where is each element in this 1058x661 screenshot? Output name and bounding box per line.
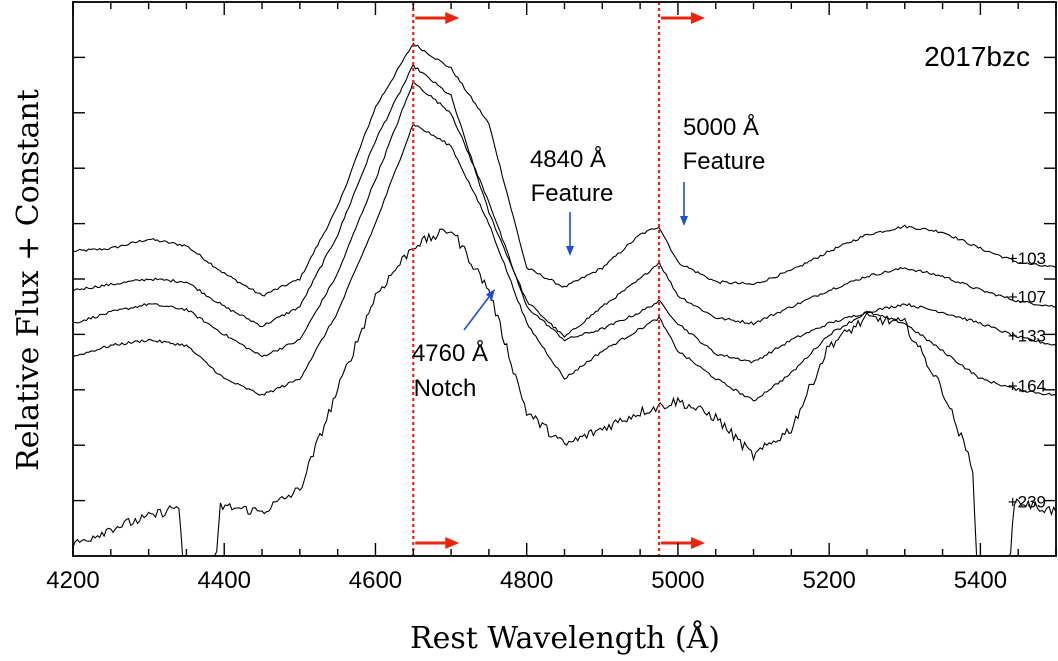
marker-group — [412, 2, 706, 556]
marker-arrowhead-4975-1 — [691, 537, 706, 549]
series-label-p103: +103 — [1008, 249, 1046, 268]
annotation-5000-line1: 5000 Å — [683, 113, 759, 141]
axes-group: 4200 4400 4600 4800 5000 5200 5400 — [46, 1, 1057, 594]
series-label-p133: +133 — [1008, 326, 1046, 345]
spectrum-line-p164 — [72, 123, 1057, 402]
x-tick-label-5400: 5400 — [954, 567, 1007, 594]
marker-arrowhead-4650-0 — [445, 12, 460, 24]
plot-area — [73, 2, 1056, 556]
x-tick-label-5200: 5200 — [802, 567, 855, 594]
series-group — [72, 42, 1057, 557]
series-label-p239: +239 — [1008, 493, 1046, 512]
spectrum-line-p133 — [72, 80, 1057, 364]
annotation-4760-line2: Notch — [414, 375, 477, 402]
x-tick-label-4400: 4400 — [198, 567, 251, 594]
annotation-4840-line1: 4840 Å — [530, 145, 606, 173]
x-axis-label: Rest Wavelength (Å) — [410, 620, 720, 656]
annotation-5000-line2: Feature — [683, 148, 766, 175]
spectrum-line-p239 — [72, 228, 1057, 557]
series-label-p164: +164 — [1008, 376, 1046, 395]
annotation-4840-line2: Feature — [531, 180, 614, 207]
x-tick-label-5000: 5000 — [651, 567, 704, 594]
spectrum-line-p107 — [72, 63, 1057, 338]
marker-arrowhead-4975-0 — [691, 12, 706, 24]
annotation-arrow-shaft-2 — [463, 296, 490, 331]
annotation-4760-line1: 4760 Å — [412, 339, 488, 367]
annotation-arrowhead-1 — [680, 216, 688, 226]
plot-background — [73, 2, 1056, 556]
x-tick-label-4200: 4200 — [46, 567, 99, 594]
y-axis-label: Relative Flux + Constant — [11, 89, 46, 471]
marker-arrowhead-4650-1 — [445, 537, 460, 549]
annotation-arrowhead-0 — [566, 246, 574, 256]
x-tick-label-4800: 4800 — [500, 567, 553, 594]
chart-title: 2017bzc — [924, 41, 1030, 72]
x-tick-label-4600: 4600 — [349, 567, 402, 594]
spectrum-line-p103 — [72, 42, 1057, 297]
annotation-arrowhead-2 — [485, 289, 495, 300]
labels-group: +103 +107 +133 +164 +239 — [1008, 249, 1046, 512]
series-label-p107: +107 — [1008, 288, 1046, 307]
